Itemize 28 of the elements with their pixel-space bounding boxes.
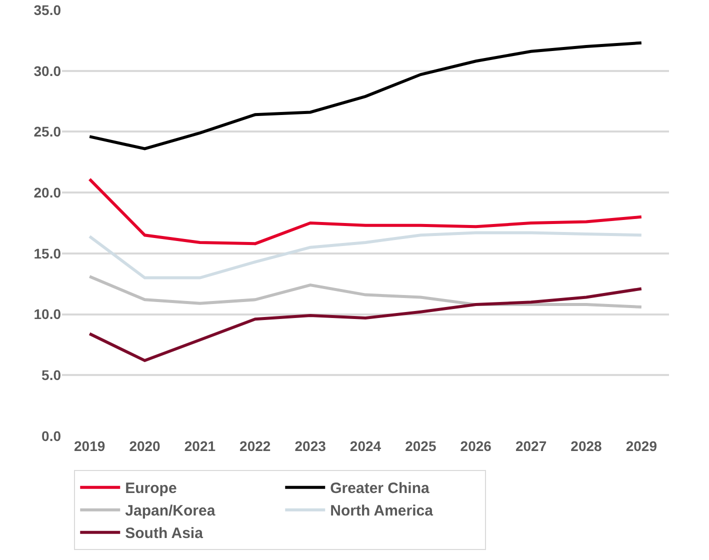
x-tick-label: 2027 (515, 438, 547, 454)
line-series (88, 287, 643, 362)
x-tick-label: 2020 (129, 438, 161, 454)
legend-label: Europe (125, 480, 177, 498)
x-tick-label: 2026 (460, 438, 492, 454)
legend-label: South Asia (125, 525, 204, 542)
legend-label: Greater China (330, 480, 430, 498)
y-tick-label: 0.0 (42, 428, 62, 444)
y-tick-label: 30.0 (34, 62, 62, 79)
x-tick-label: 2023 (294, 438, 326, 454)
y-tick-label: 5.0 (42, 367, 62, 384)
x-tick-label: 2028 (570, 438, 602, 454)
x-tick-label: 2029 (626, 438, 658, 454)
x-tick-label: 2019 (74, 438, 106, 454)
line-series (88, 275, 643, 308)
y-tick-label: 35.0 (34, 2, 62, 18)
x-tick-label: 2025 (405, 438, 436, 454)
y-tick-label: 20.0 (34, 184, 62, 200)
line-series (88, 41, 643, 150)
y-tick-label: 10.0 (34, 306, 62, 322)
legend-label: Japan/Korea (125, 502, 216, 520)
x-tick-label: 2021 (184, 438, 216, 454)
x-tick-label: 2022 (240, 438, 271, 454)
y-tick-label: 15.0 (34, 245, 62, 262)
x-tick-label: 2024 (350, 438, 382, 454)
line-series (88, 178, 643, 246)
legend-label: North America (330, 502, 434, 520)
y-tick-label: 25.0 (34, 124, 62, 140)
